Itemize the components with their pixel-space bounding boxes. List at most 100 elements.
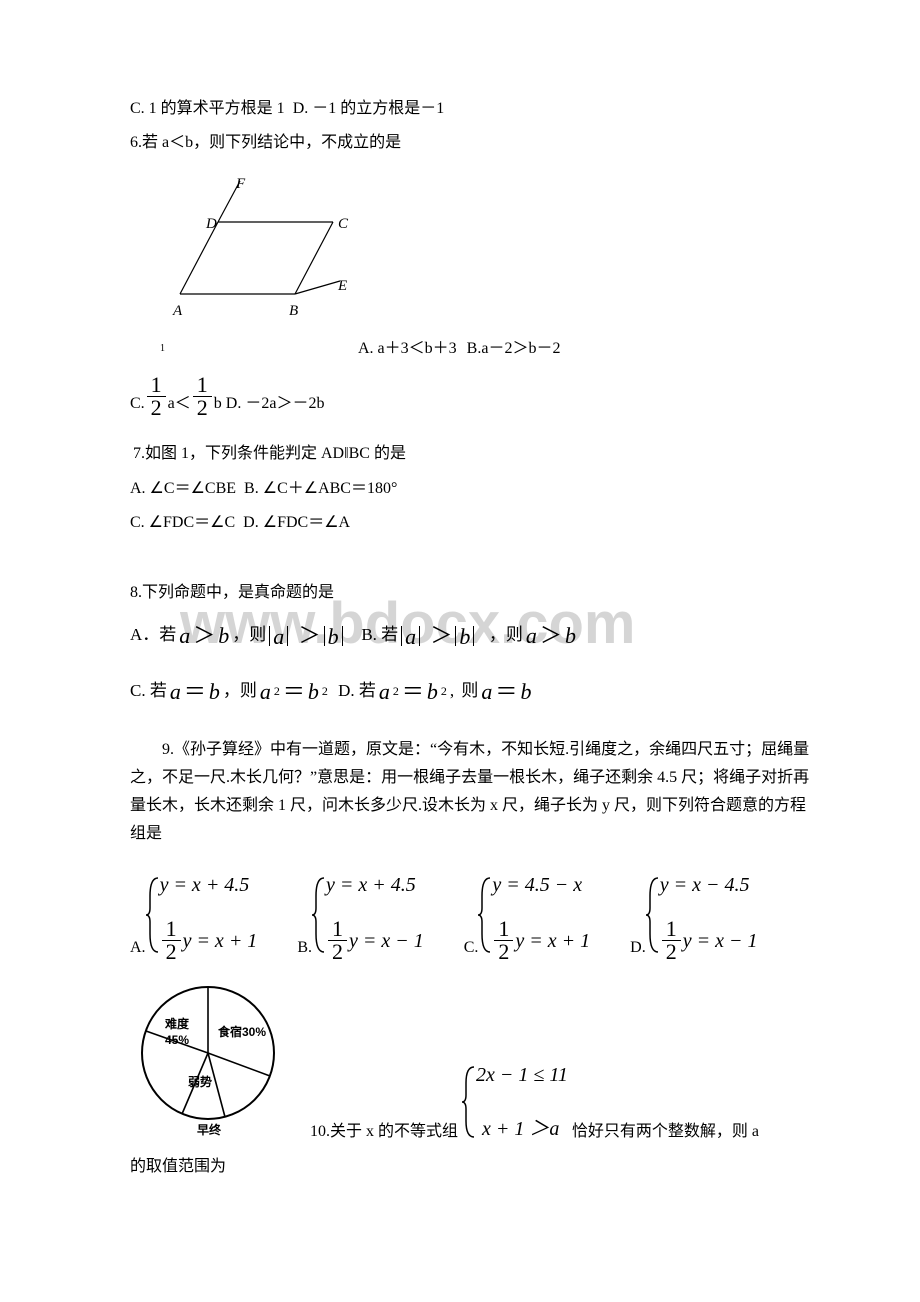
var-a: a xyxy=(526,615,537,657)
q7-b: B. ∠C＋∠ABC＝180° xyxy=(244,480,397,497)
fig-lbl-C: C xyxy=(338,210,348,239)
fraction-half: 12 xyxy=(662,918,681,963)
q8-block: www.bdocx.com 8.下列命题中，是真命题的是 A．若 a ＞ b ，… xyxy=(130,566,810,724)
eq-row: y = x − 4.5 xyxy=(660,866,758,904)
n: 1 xyxy=(662,918,681,940)
gt: ＞ xyxy=(430,615,452,657)
pie-lbl-3: 弱势 xyxy=(188,1074,212,1089)
q9-opt-a: A. y = x + 4.5 12 y = x + 1 xyxy=(130,866,257,963)
eq-row: y = 4.5 − x xyxy=(492,866,590,904)
var-b: b xyxy=(520,671,531,713)
eq: ＝ xyxy=(495,671,517,713)
gt: ＞ xyxy=(193,615,215,657)
opt-c-label: C. xyxy=(464,933,479,963)
q7-ab: A. ∠C＝∠CBE B. ∠C＋∠ABC＝180° xyxy=(130,474,810,504)
frac-num: 1 xyxy=(147,374,166,396)
n: 1 xyxy=(494,918,513,940)
figure-1: A B E D C F xyxy=(170,174,370,324)
brace-icon xyxy=(312,876,326,954)
brace-icon xyxy=(462,1065,476,1139)
pie-lbl-1: 难度 xyxy=(164,1016,190,1031)
eq-row: y = x + 4.5 xyxy=(160,866,258,904)
pie-lbl-4: 早终 xyxy=(197,1122,222,1136)
frac-den: 2 xyxy=(147,396,166,419)
q5-options-cd: C. 1 的算术平方根是 1 D. －1 的立方根是－1 xyxy=(130,94,810,124)
var-b: b xyxy=(565,615,576,657)
fraction-half-1: 1 2 xyxy=(147,374,166,419)
fig-lbl-A: A xyxy=(173,297,182,326)
eq: ＝ xyxy=(283,671,305,713)
n: 1 xyxy=(162,918,181,940)
q9-opt-b: B. y = x + 4.5 12 y = x − 1 xyxy=(297,866,423,963)
parallelogram-svg xyxy=(170,174,370,324)
q6-b: B.a－2＞b－2 xyxy=(467,334,561,364)
var-a: a xyxy=(260,671,271,713)
fraction-half: 12 xyxy=(328,918,347,963)
q8-d-pre: D. 若 xyxy=(338,675,376,707)
q10-row: 难度 45% 食宿30% 弱势 早终 10.关于 x 的不等式组 2x − 1 … xyxy=(130,981,810,1147)
eq-row: y = x − 1 xyxy=(683,922,758,960)
gt: ＞ xyxy=(299,615,321,657)
opt-d-label: D. xyxy=(630,933,646,963)
var-a: a xyxy=(481,671,492,713)
then: ，则 xyxy=(223,675,257,707)
q10-post: 恰好只有两个整数解，则 a xyxy=(572,1117,759,1147)
eq-row: y = x − 1 xyxy=(349,922,424,960)
abs-b: b xyxy=(459,624,470,649)
d: 2 xyxy=(328,940,347,963)
q10-pre: 10.关于 x 的不等式组 xyxy=(310,1117,458,1147)
q6-c-tail: b xyxy=(214,389,222,419)
var-b: b xyxy=(308,671,319,713)
fig-lbl-E: E xyxy=(338,272,347,301)
q7-d: D. ∠FDC＝∠A xyxy=(243,514,350,531)
q10-text: 10.关于 x 的不等式组 2x − 1 ≤ 11 x + 1 ＞a 恰好只有两… xyxy=(310,1056,759,1148)
ineq-row: 2x − 1 ≤ 11 xyxy=(476,1056,568,1094)
q8-b-pre: B. 若 xyxy=(361,619,398,651)
d: 2 xyxy=(162,940,181,963)
d: 2 xyxy=(494,940,513,963)
var-b: b xyxy=(218,615,229,657)
fig-lbl-B: B xyxy=(289,297,298,326)
var-a: a xyxy=(179,615,190,657)
q8-c-pre: C. 若 xyxy=(130,675,167,707)
q7-c: C. ∠FDC＝∠C xyxy=(130,514,235,531)
var-a: a xyxy=(170,671,181,713)
q6-ab-row: 1 A. a＋3＜b＋3 B.a－2＞b－2 xyxy=(130,334,810,364)
q6-c-pre: C. xyxy=(130,389,145,419)
abs-a: a xyxy=(273,624,284,649)
q6-a: A. a＋3＜b＋3 xyxy=(358,334,457,364)
fraction-half: 12 xyxy=(162,918,181,963)
eq-row: y = x + 1 xyxy=(183,922,258,960)
q7-stem: 7.如图 1，下列条件能判定 AD‖BC 的是 xyxy=(133,439,810,469)
q6-c-mid: a＜ xyxy=(168,389,191,419)
fraction-half: 12 xyxy=(494,918,513,963)
fraction-half-2: 1 2 xyxy=(193,374,212,419)
eq-row: y = x + 1 xyxy=(515,922,590,960)
q9-options: A. y = x + 4.5 12 y = x + 1 B. y = x + 4… xyxy=(130,866,810,963)
q6-stem: 6.若 a＜b，则下列结论中，不成立的是 xyxy=(130,128,810,158)
then: ，则 xyxy=(232,619,266,651)
q9-opt-c: C. y = 4.5 − x 12 y = x + 1 xyxy=(464,866,590,963)
then: ，则 xyxy=(489,619,523,651)
d: 2 xyxy=(662,940,681,963)
q5-d: D. －1 的立方根是－1 xyxy=(293,100,445,117)
var-a: a xyxy=(379,671,390,713)
var-b: b xyxy=(427,671,438,713)
brace-icon xyxy=(146,876,160,954)
frac-den: 2 xyxy=(193,396,212,419)
ineq-row: x + 1 ＞a xyxy=(476,1110,568,1148)
eq: ＝ xyxy=(184,671,206,713)
fig-lbl-D: D xyxy=(206,210,217,239)
eq: ＝ xyxy=(402,671,424,713)
n: 1 xyxy=(328,918,347,940)
frac-num: 1 xyxy=(193,374,212,396)
q7-a: A. ∠C＝∠CBE xyxy=(130,480,236,497)
q6-cd-row: C. 1 2 a＜ 1 2 b D. －2a＞－2b xyxy=(130,374,810,419)
q5-c: C. 1 的算术平方根是 1 xyxy=(130,100,285,117)
gt: ＞ xyxy=(540,615,562,657)
pie-lbl-1b: 45% xyxy=(165,1033,189,1047)
q9-opt-d: D. y = x − 4.5 12 y = x − 1 xyxy=(630,866,757,963)
pie-chart: 难度 45% 食宿30% 弱势 早终 xyxy=(130,981,300,1147)
opt-a-label: A. xyxy=(130,933,146,963)
abs-a: a xyxy=(405,624,416,649)
